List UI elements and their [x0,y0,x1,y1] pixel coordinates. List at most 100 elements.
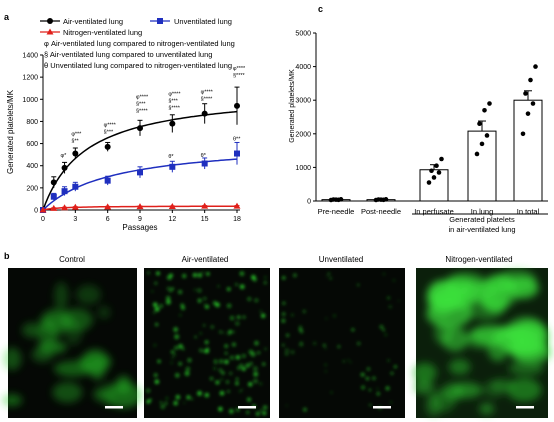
fluorescent-particle [219,359,224,364]
fluorescent-particle [221,371,225,375]
fluorescent-particle [382,328,385,332]
fluorescent-particle [210,325,214,329]
chart-a-point-air [61,164,68,171]
fluorescent-particle [153,302,158,307]
fluorescent-particle [214,359,217,362]
fluorescent-particle [325,370,327,373]
chart-a-point-unventilated [201,160,208,167]
fluorescent-particle [286,333,290,337]
chart-a-significance-label: φ**** [168,91,181,97]
chart-a-significance-label: §*** [104,130,114,136]
fluorescent-particle [171,287,174,291]
fluorescent-particle [390,371,394,375]
fluorescent-particle [327,272,331,275]
fluorescent-particle [264,347,267,350]
fluorescent-particle [173,401,178,406]
fluorescent-particle [242,315,246,319]
fluorescent-particle [228,330,232,334]
fluorescent-particle [160,404,166,410]
fluorescent-cell-cluster [482,380,506,398]
fluorescent-particle [235,377,239,381]
fluorescent-cell-cluster [506,378,542,402]
fluorescent-particle [164,401,168,406]
fluorescent-cell-cluster [445,277,474,292]
fluorescent-particle [361,385,365,390]
chart-c-y-tick-label: 5000 [295,31,311,38]
chart-c-data-point [523,91,528,96]
fluorescent-particle [254,298,259,303]
chart-a-x-tick-label: 12 [168,216,176,223]
fluorescent-particle [249,362,253,365]
chart-c-y-axis-label: Generated platelets/MK [289,69,296,143]
fluorescent-particle [205,304,209,309]
fluorescent-particle [175,373,180,378]
chart-c-y-tick-label: 2000 [295,131,311,138]
chart-a-point-nitrogen [39,206,47,213]
fluorescent-particle [187,358,192,363]
chart-a-x-tick-label: 6 [106,216,110,223]
fluorescent-particle [351,328,355,332]
fluorescent-particle [154,306,160,312]
fluorescent-particle [186,395,191,400]
fluorescent-particle [368,388,372,392]
fluorescent-particle [155,322,159,326]
fluorescent-particle [235,321,240,326]
fluorescent-particle [178,290,183,295]
fluorescent-particle [387,359,390,362]
micrograph-control [1,268,143,418]
fluorescent-particle [145,388,151,393]
chart-a-point-unventilated [137,169,143,176]
fluorescent-particle [383,273,385,275]
fluorescent-particle [153,311,156,314]
fluorescent-particle [224,351,228,355]
scale-bar [516,406,534,409]
fluorescent-particle [219,391,225,396]
fluorescent-particle [313,341,317,345]
chart-c-data-point [520,131,526,137]
fluorescent-particle [241,354,246,359]
chart-a-point-air [104,143,111,150]
chart-c-x-tick-label: Pre-needle [318,207,355,216]
fluorescent-particle [160,401,163,404]
chart-c-x-tick-label: Post-needle [361,207,401,216]
fluorescent-particle [209,377,214,381]
chart-a-significance-label: θ* [201,153,207,159]
fluorescent-cell-cluster [479,402,495,415]
fluorescent-particle [239,390,242,393]
fluorescent-particle [151,290,154,293]
fluorescent-particle [226,303,232,309]
chart-a-point-unventilated [104,177,111,184]
fluorescent-particle [342,360,345,363]
fluorescent-particle [324,363,327,366]
fluorescent-particle [166,299,171,305]
legend-nitro-label: Nitrogen-ventilated lung [63,28,142,37]
fluorescent-particle [324,347,327,349]
fluorescent-particle [384,333,387,336]
fluorescent-particle [235,407,240,412]
chart-c-y-tick-label: 0 [307,199,311,206]
fluorescent-particle [329,277,332,280]
fluorescent-cell-cluster [448,358,471,375]
chart-c-bracket-label-line2: in air-ventilated lung [448,225,515,234]
fluorescent-cell-cluster [412,362,437,383]
fluorescent-particle [206,272,210,276]
air-fluorescence [145,271,268,416]
fluorescent-particle [397,300,400,302]
chart-a-point-nitrogen [201,202,209,209]
fluorescent-particle [197,391,202,396]
fluorescent-particle [213,367,216,370]
fluorescent-particle [204,340,209,344]
fluorescent-particle [217,285,220,288]
fluorescent-particle [247,397,251,402]
fluorescent-particle [387,296,390,300]
control-fluorescence [1,281,143,409]
fluorescent-particle [185,366,191,372]
legend-symbol-section: § Air-ventilated lung compared to unvent… [44,50,212,59]
fluorescent-particle [263,405,268,410]
chart-a-point-nitrogen [61,204,69,211]
chart-a-point-air [169,120,176,127]
fluorescent-particle [326,275,328,278]
fluorescent-blob [54,281,69,310]
micrograph-air-ventilated [144,268,270,418]
chart-a-x-tick-label: 9 [138,216,142,223]
